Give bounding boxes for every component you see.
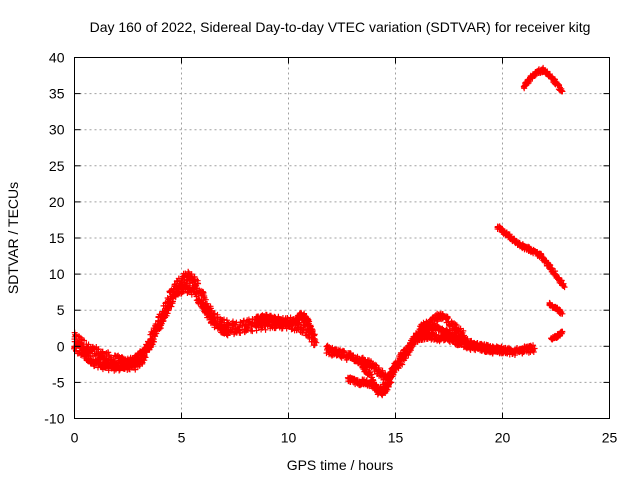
data-point [211, 310, 218, 317]
x-tick-label: 20 [495, 430, 511, 446]
data-point [194, 277, 201, 284]
data-point [341, 348, 348, 355]
x-tick-label: 0 [71, 430, 79, 446]
data-point [95, 346, 102, 353]
data-point [262, 326, 269, 333]
data-point [244, 326, 251, 333]
data-point [151, 338, 158, 345]
series-track-3 [253, 309, 318, 339]
data-point [99, 348, 106, 355]
data-point [85, 341, 92, 348]
y-tick-label: -10 [44, 411, 64, 427]
data-point [384, 380, 391, 387]
data-point [444, 315, 451, 322]
chart-title: Day 160 of 2022, Sidereal Day-to-day VTE… [90, 19, 591, 35]
data-point [214, 311, 221, 318]
data-point [225, 321, 232, 328]
data-point [372, 381, 379, 388]
x-tick-label: 5 [178, 430, 186, 446]
data-point [224, 328, 231, 335]
data-point [311, 342, 318, 349]
series-track-10 [546, 299, 566, 317]
series-track-8 [494, 223, 568, 291]
data-point [399, 361, 406, 368]
data-point [164, 310, 171, 317]
data-point [433, 318, 440, 325]
y-tick-label: -5 [52, 374, 65, 390]
data-point [160, 317, 167, 324]
y-tick-label: 40 [49, 50, 65, 66]
data-point [560, 280, 567, 287]
data-point [521, 83, 528, 90]
data-point [312, 336, 319, 343]
data-point [558, 277, 565, 284]
data-point [399, 354, 406, 361]
data-layer [71, 64, 568, 399]
data-point [464, 336, 471, 343]
data-point [460, 327, 467, 334]
data-point [165, 306, 172, 313]
ticks: -10 -5 0 5 10 15 20 25 30 35 40 0 5 10 15 20 25 [44, 50, 617, 446]
data-point [249, 328, 256, 335]
data-point [370, 377, 377, 384]
data-point [310, 332, 317, 339]
y-tick-label: 15 [49, 230, 65, 246]
data-point [363, 366, 370, 373]
data-point [81, 337, 88, 344]
x-tick-label: 10 [281, 430, 297, 446]
data-point [308, 326, 315, 333]
data-point [123, 358, 130, 365]
data-point [530, 342, 537, 349]
series-track-2 [71, 282, 232, 374]
data-point [453, 322, 460, 329]
data-point [139, 353, 146, 360]
y-tick-label: 10 [49, 266, 65, 282]
x-axis-label: GPS time / hours [287, 457, 394, 473]
data-point [261, 323, 268, 330]
y-tick-label: 20 [49, 194, 65, 210]
data-point [358, 358, 365, 365]
data-point [382, 384, 389, 391]
data-point [167, 303, 174, 310]
y-tick-label: 30 [49, 122, 65, 138]
x-tick-label: 25 [602, 430, 618, 446]
data-point [558, 330, 565, 337]
data-point [191, 273, 198, 280]
x-tick-label: 15 [388, 430, 404, 446]
data-point [185, 268, 192, 275]
data-point [87, 353, 94, 360]
y-tick-label: 5 [57, 302, 65, 318]
data-point [140, 353, 147, 360]
series-track-11 [548, 328, 566, 343]
data-point [544, 68, 551, 75]
data-point [83, 349, 90, 356]
data-point [368, 371, 375, 378]
data-point [174, 278, 181, 285]
data-point [405, 348, 412, 355]
data-point [391, 366, 398, 373]
data-point [208, 307, 215, 314]
data-point [558, 308, 565, 315]
series-track-9 [520, 64, 566, 95]
y-tick-label: 25 [49, 158, 65, 174]
data-point [199, 288, 206, 295]
data-point [537, 250, 544, 257]
data-point [498, 348, 505, 355]
data-point [558, 85, 565, 92]
data-point [206, 312, 213, 319]
data-point [152, 330, 159, 337]
data-point [201, 301, 208, 308]
y-tick-label: 35 [49, 86, 65, 102]
y-axis-label: SDTVAR / TECUs [5, 182, 21, 294]
series-track-7 [413, 322, 506, 355]
data-point [187, 272, 194, 279]
y-tick-label: 0 [57, 338, 65, 354]
data-point [304, 315, 311, 322]
